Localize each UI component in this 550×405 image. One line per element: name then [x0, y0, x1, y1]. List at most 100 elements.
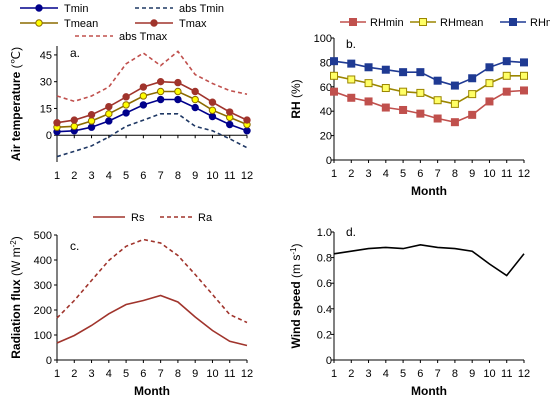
x-tick-label: 4 [383, 368, 389, 380]
data-point [243, 127, 251, 135]
data-point [399, 105, 408, 114]
legend-marker [35, 19, 43, 27]
data-point [105, 110, 113, 118]
data-point [191, 103, 199, 112]
x-tick-label: 1 [54, 368, 60, 380]
data-point [122, 93, 130, 101]
data-point [226, 108, 234, 116]
data-point [485, 63, 494, 72]
data-point [208, 112, 217, 121]
data-point [87, 123, 96, 131]
data-point [450, 118, 459, 127]
data-point [174, 95, 182, 104]
data-point [416, 88, 425, 97]
data-point [70, 122, 78, 131]
x-tick-label: 6 [140, 368, 146, 380]
data-point [364, 79, 373, 88]
x-tick-label: 12 [241, 170, 253, 182]
data-point [330, 71, 338, 80]
data-point [87, 111, 96, 119]
legend-label: abs Tmax [119, 31, 168, 43]
legend-marker [509, 18, 517, 26]
x-tick-label: 9 [192, 170, 198, 182]
legend: Tmin abs Tmin Tmean Tmax abs Tmax [20, 3, 224, 43]
y-tick-label: 200 [34, 305, 52, 317]
data-point [450, 99, 459, 108]
y-tick-label: 100 [314, 33, 332, 45]
data-point [139, 83, 148, 91]
y-axis-unit: (℃) [9, 47, 23, 72]
y-tick-label: 15 [40, 103, 52, 115]
data-point [156, 95, 165, 104]
data-point [347, 59, 356, 68]
x-tick-label: 4 [106, 368, 112, 380]
x-tick-label: 4 [383, 168, 389, 180]
series-tmin [53, 95, 251, 136]
x-tick-label: 8 [452, 368, 458, 380]
series-rs [56, 294, 248, 347]
y-axis-label: Air temperature (℃) [9, 47, 23, 161]
data-point [450, 81, 459, 90]
x-tick-label: 2 [348, 368, 354, 380]
series-rhmean [330, 71, 528, 108]
data-point [381, 84, 390, 93]
series-line [56, 50, 248, 103]
data-point [105, 117, 113, 125]
series-ra [56, 238, 248, 324]
x-tick-label: 11 [224, 368, 235, 380]
x-tick-label: 9 [192, 368, 198, 380]
x-tick-label: 9 [469, 168, 475, 180]
x-tick-label: 11 [501, 368, 512, 380]
y-axis-label: Radiation flux (W m-2) [9, 236, 23, 358]
data-point [156, 87, 165, 96]
x-tick-label: 5 [400, 168, 406, 180]
y-axis-unit-close: ) [9, 236, 23, 240]
data-point [208, 106, 217, 114]
y-axis-label: RH (%) [289, 79, 303, 118]
y-axis-unit: (%) [289, 79, 303, 101]
series-line [333, 243, 525, 277]
x-tick-label: 8 [175, 170, 181, 182]
x-tick-label: 8 [452, 168, 458, 180]
y-tick-label: 0 [46, 130, 52, 142]
series-abs-tmax [56, 50, 248, 103]
x-tick-label: 5 [123, 170, 129, 182]
series-line [333, 89, 525, 124]
data-point [433, 114, 442, 123]
y-axis-unit: (W m [9, 247, 23, 279]
x-axis-label: Month [411, 384, 447, 398]
legend-label: Tmax [179, 18, 207, 30]
y-axis-title: RH [289, 101, 303, 118]
series-line-0 [333, 243, 525, 277]
legend-marker [150, 19, 158, 27]
x-tick-label: 11 [224, 170, 235, 182]
series-tmax [53, 77, 251, 127]
x-tick-label: 5 [400, 368, 406, 380]
data-point [87, 117, 96, 125]
legend-label: Tmean [64, 18, 98, 30]
panel-label: a. [70, 46, 80, 60]
y-tick-label: 0.6 [317, 278, 332, 290]
legend: Rs Ra [93, 212, 213, 224]
legend-marker [349, 18, 357, 26]
data-point [156, 77, 165, 86]
y-tick-label: 45 [40, 50, 52, 62]
x-tick-label: 7 [158, 368, 164, 380]
y-tick-label: 1.0 [317, 227, 332, 239]
y-axis-title: Air temperature [9, 71, 23, 161]
data-point [381, 103, 390, 112]
y-axis-label: Wind speed (m s-1) [289, 243, 303, 348]
data-point [139, 101, 148, 109]
data-point [502, 71, 511, 80]
x-tick-label: 4 [106, 170, 112, 182]
data-point [364, 63, 373, 72]
x-tick-label: 3 [88, 170, 94, 182]
x-tick-label: 10 [483, 368, 495, 380]
data-point [122, 109, 130, 117]
data-point [70, 116, 78, 124]
x-tick-label: 12 [518, 168, 530, 180]
x-tick-label: 3 [365, 368, 371, 380]
